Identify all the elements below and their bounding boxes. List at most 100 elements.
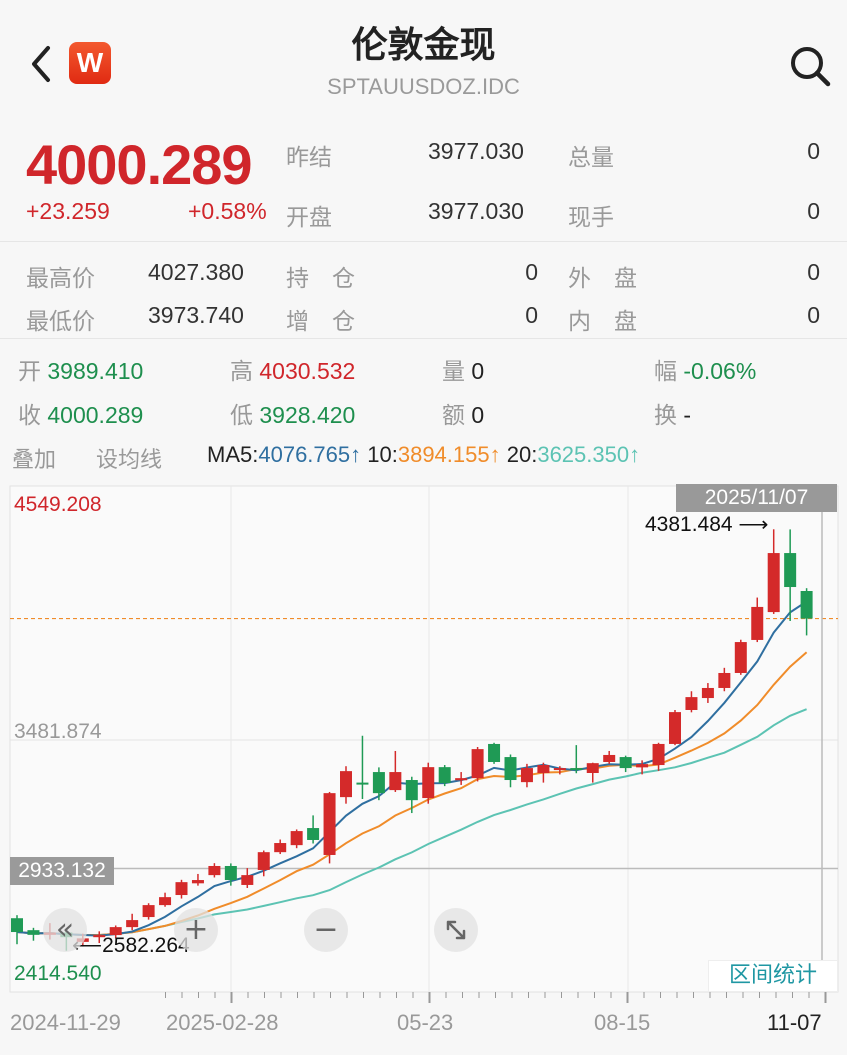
candle-body bbox=[570, 768, 583, 771]
current-hand-value: 0 bbox=[807, 198, 820, 224]
candle-body bbox=[422, 767, 435, 799]
oi-change-label: 增 仓 bbox=[286, 309, 355, 335]
candle-body bbox=[159, 897, 172, 906]
candle-body bbox=[191, 880, 204, 884]
candle-body bbox=[208, 865, 221, 876]
back-chevron-icon[interactable] bbox=[28, 44, 54, 84]
candle-body bbox=[11, 918, 23, 933]
scroll-left-button[interactable]: « bbox=[43, 908, 87, 952]
candle-body bbox=[142, 905, 155, 918]
y-label-min: 2414.540 bbox=[14, 962, 102, 985]
range-stats-button[interactable]: 区间统计 bbox=[708, 960, 838, 992]
ci-open-value: 3989.410 bbox=[47, 358, 144, 384]
ma20-value: 3625.350↑ bbox=[537, 442, 641, 467]
overlay-button[interactable]: 叠加 bbox=[12, 447, 57, 472]
candle-body bbox=[586, 763, 599, 773]
price-change-pct: +0.58% bbox=[188, 198, 267, 224]
symbol-code: SPTAUUSDOZ.IDC bbox=[327, 74, 520, 99]
low-value: 3973.740 bbox=[148, 302, 244, 328]
oi-change-value: 0 bbox=[525, 302, 538, 328]
divider bbox=[0, 338, 847, 339]
app-logo[interactable]: W bbox=[69, 42, 111, 84]
y-label-max: 4549.208 bbox=[14, 493, 102, 516]
crosshair-date-label: 2025/11/07 bbox=[676, 484, 837, 512]
ci-open-label: 开 bbox=[18, 358, 41, 384]
x-label: 2024-11-29 bbox=[10, 1010, 121, 1035]
candle-body bbox=[734, 642, 747, 673]
ci-low-label: 低 bbox=[230, 402, 253, 428]
candle-body bbox=[27, 930, 40, 935]
inner-disk-label: 内 盘 bbox=[568, 309, 637, 335]
open-interest-label: 持 仓 bbox=[286, 266, 355, 292]
crosshair-price-label: 2933.132 bbox=[10, 857, 114, 885]
candle-body bbox=[307, 828, 320, 840]
candle-body bbox=[553, 768, 566, 771]
x-label: 05-23 bbox=[397, 1010, 454, 1035]
candle-body bbox=[340, 771, 352, 798]
page-title: 伦敦金现 bbox=[351, 25, 496, 66]
candle-body bbox=[93, 935, 106, 938]
candle-body bbox=[175, 882, 188, 896]
prev-settle-label: 昨结 bbox=[286, 145, 332, 171]
candle-body bbox=[619, 757, 632, 769]
ma-legend: MA5:4076.765↑ 10:3894.155↑ 20:3625.350↑ bbox=[207, 442, 640, 468]
candle-body bbox=[520, 768, 533, 783]
candle-body bbox=[537, 765, 550, 773]
open-interest-value: 0 bbox=[525, 259, 538, 285]
y-label-mid: 3481.874 bbox=[14, 720, 102, 743]
x-label: 11-07 bbox=[767, 1010, 822, 1035]
total-volume-value: 0 bbox=[807, 138, 820, 164]
ci-amt-label: 额 bbox=[442, 402, 465, 428]
candle-body bbox=[438, 767, 451, 784]
candle-body bbox=[603, 754, 616, 762]
ci-high-label: 高 bbox=[230, 358, 253, 384]
candle-body bbox=[636, 764, 649, 768]
candle-body bbox=[767, 553, 780, 613]
ma10-label: 10: bbox=[367, 442, 398, 467]
candle-body bbox=[669, 712, 681, 744]
search-icon[interactable] bbox=[788, 44, 832, 88]
ci-amp-label: 幅 bbox=[654, 358, 677, 384]
prev-settle-value: 3977.030 bbox=[428, 138, 524, 164]
expand-arrows-icon bbox=[446, 920, 466, 940]
candle-body bbox=[455, 778, 468, 781]
ma10-value: 3894.155↑ bbox=[397, 442, 501, 467]
min-price-annotation: ⟵2582.264 bbox=[72, 934, 190, 957]
ci-close-label: 收 bbox=[18, 402, 41, 428]
x-label: 2025-02-28 bbox=[166, 1010, 279, 1035]
candle-body bbox=[488, 743, 501, 762]
zoom-out-button[interactable]: − bbox=[304, 908, 348, 952]
ma20-label: 20: bbox=[506, 442, 538, 467]
outer-disk-label: 外 盘 bbox=[568, 266, 637, 292]
ma5-value: 4076.765↑ bbox=[258, 442, 362, 467]
candle-body bbox=[685, 697, 698, 710]
candle-body bbox=[389, 772, 402, 791]
current-hand-label: 现手 bbox=[568, 205, 614, 231]
inner-disk-value: 0 bbox=[807, 302, 820, 328]
set-ma-button[interactable]: 设均线 bbox=[96, 447, 163, 472]
candle-body bbox=[471, 749, 484, 779]
x-label: 08-15 bbox=[594, 1010, 651, 1035]
max-price-value: 4381.484 bbox=[645, 513, 733, 536]
ci-low-value: 3928.420 bbox=[259, 402, 356, 428]
fullscreen-button[interactable] bbox=[434, 908, 478, 952]
low-label: 最低价 bbox=[26, 309, 95, 335]
candle-body bbox=[504, 757, 517, 781]
candle-body bbox=[718, 672, 731, 688]
candle-body bbox=[274, 843, 287, 853]
candle-body bbox=[356, 782, 369, 785]
outer-disk-value: 0 bbox=[807, 259, 820, 285]
ci-amt-value: 0 bbox=[471, 402, 485, 428]
max-price-annotation: 4381.484 ⟶ bbox=[645, 513, 769, 536]
high-value: 4027.380 bbox=[148, 259, 244, 285]
ci-amp-value: -0.06% bbox=[683, 358, 757, 384]
ci-high-value: 4030.532 bbox=[259, 358, 356, 384]
candle-body bbox=[126, 920, 139, 928]
zoom-in-button[interactable]: + bbox=[174, 908, 218, 952]
candle-body bbox=[224, 865, 237, 881]
ci-vol-label: 量 bbox=[442, 358, 465, 384]
ci-turn-value: - bbox=[683, 402, 692, 428]
candle-body bbox=[800, 591, 813, 619]
candle-body bbox=[701, 687, 714, 699]
